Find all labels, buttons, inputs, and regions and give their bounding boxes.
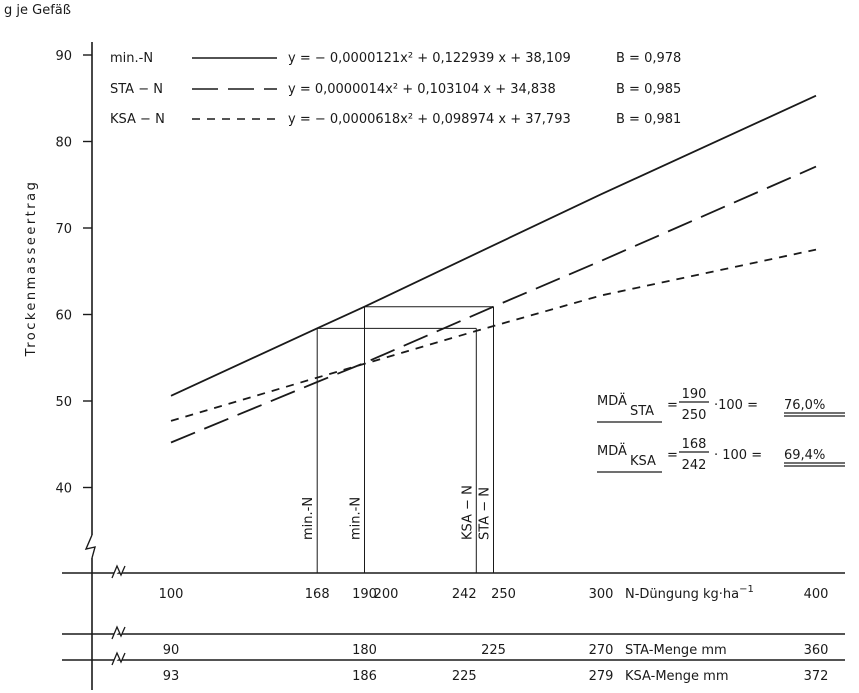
x-tick-label-n: 400 [804,587,829,602]
mda-numerator: 168 [682,437,707,452]
mda-denominator: 242 [682,458,707,473]
y-tick-label: 80 [55,136,72,151]
x-axis-unit-superscript: −1 [739,584,754,595]
mda-label: MDÄ [597,443,627,459]
mda-subscript: KSA [630,454,656,469]
x-tick-label-ksa: 225 [452,669,477,684]
y-tick-label: 90 [55,49,72,64]
x-axis-title-sta: STA-Menge mm [625,643,727,658]
y-tick-label: 70 [55,222,72,237]
x-tick-label-sta: 360 [804,643,829,658]
x-axis-title-n: N-Düngung kg·ha−1 [625,584,754,602]
mda-subscript: STA [630,404,654,419]
mda-factor: · 100 = [714,448,762,463]
x-tick-label-n: 200 [374,587,399,602]
mda-result: 76,0% [784,398,825,413]
legend-label: KSA − N [110,112,165,127]
mda-equals: = [667,448,678,463]
mda-equals: = [667,398,678,413]
x-tick-label-sta: 225 [481,643,506,658]
y-tick-label: 40 [55,482,72,497]
guide-label: KSA − N [460,485,475,540]
legend: min.-N y = − 0,0000121x² + 0,122939 x + 3… [110,51,681,127]
guide-label: min.-N [349,497,364,540]
x-tick-label-ksa: 186 [352,669,377,684]
x-tick-label-ksa: 372 [804,669,829,684]
x-tick-label-ksa: 279 [589,669,614,684]
legend-equation: y = 0,0000014x² + 0,103104 x + 34,838 [288,82,556,97]
y-axis-break [84,534,96,559]
mda-factor: ·100 = [714,398,758,413]
x-tick-label-sta: 270 [589,643,614,658]
y-tick-label: 50 [55,395,72,410]
y-tick-label: 60 [55,309,72,324]
legend-determination: B = 0,978 [616,51,681,66]
mda-denominator: 250 [682,408,707,423]
legend-determination: B = 0,985 [616,82,681,97]
x-axis-title-ksa: KSA-Menge mm [625,669,728,684]
x-tick-label-n: 190 [352,587,377,602]
series-line-0 [170,94,817,397]
mda-result: 69,4% [784,448,825,463]
legend-label: STA − N [110,82,163,97]
mda-numerator: 190 [682,387,707,402]
guide-label: STA − N [478,487,493,540]
legend-determination: B = 0,981 [616,112,681,127]
x-axis-break-n [111,564,126,579]
x-tick-label-n: 242 [452,587,477,602]
series-line-2 [170,248,817,422]
legend-equation: y = − 0,0000618x² + 0,098974 x + 37,793 [288,112,571,127]
mda-label: MDÄ [597,393,627,409]
x-axis-break-sta [111,625,126,640]
x-tick-label-n: 100 [159,587,184,602]
legend-equation: y = − 0,0000121x² + 0,122939 x + 38,109 [288,51,571,66]
x-tick-label-sta: 90 [163,643,180,658]
x-axis-break-ksa [111,651,126,666]
series-layer: min.-N min.-N KSA − N STA − N [170,94,817,573]
guide-label: min.-N [301,497,316,540]
y-unit-label: g je Gefäß [4,3,71,18]
x-tick-label-sta: 180 [352,643,377,658]
legend-label: min.-N [110,51,153,66]
series-line-1 [170,165,817,444]
axes-layer: 40 50 60 70 80 90 g je Gefäß Trockenmasseertrag… [4,3,845,690]
y-axis-title: Trockenmasseertrag [24,180,39,358]
x-tick-label-ksa: 93 [163,669,180,684]
x-tick-label-n: 168 [305,587,330,602]
x-tick-label-n: 300 [589,587,614,602]
x-tick-label-n: 250 [491,587,516,602]
